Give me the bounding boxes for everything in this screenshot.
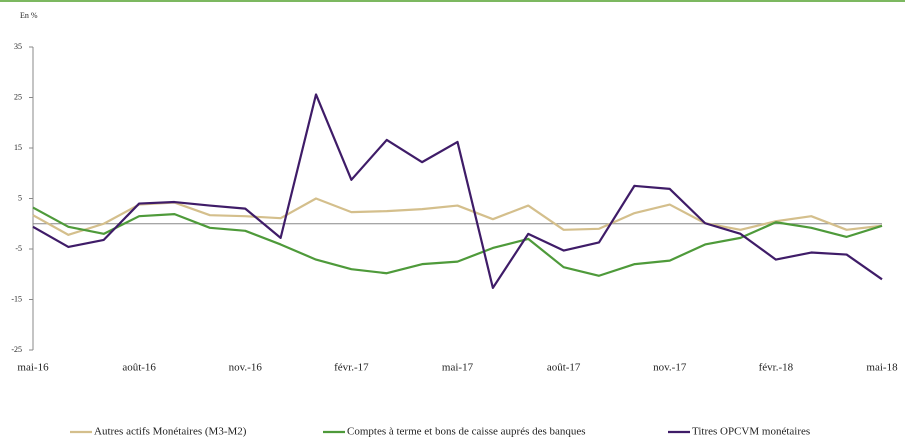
legend-label: Autres actifs Monétaires (M3-M2) bbox=[94, 426, 247, 438]
y-tick-label: 25 bbox=[14, 92, 22, 101]
y-tick-label: 5 bbox=[18, 193, 22, 202]
x-tick-label: févr.-18 bbox=[759, 362, 794, 374]
y-tick-label: -15 bbox=[11, 294, 22, 303]
legend-label: Comptes à terme et bons de caisse auprés… bbox=[347, 426, 586, 438]
x-tick-label: mai-18 bbox=[866, 362, 898, 374]
series-line bbox=[32, 197, 883, 236]
x-tick-label: mai-16 bbox=[17, 362, 49, 374]
y-tick-label: 35 bbox=[14, 42, 22, 51]
x-tick-label: nov.-16 bbox=[229, 362, 263, 374]
legend-label: Titres OPCVM monétaires bbox=[692, 426, 810, 438]
y-tick-label: 15 bbox=[14, 143, 22, 152]
y-tick-label: -5 bbox=[15, 244, 22, 253]
y-tick-label: -25 bbox=[11, 345, 22, 354]
x-tick-label: nov.-17 bbox=[653, 362, 687, 374]
x-tick-label: mai-17 bbox=[442, 362, 474, 374]
x-tick-label: août-17 bbox=[547, 362, 581, 374]
series-line bbox=[32, 93, 883, 289]
x-tick-label: août-16 bbox=[122, 362, 156, 374]
series-line bbox=[32, 206, 883, 277]
y-axis-label: En % bbox=[20, 11, 38, 20]
x-tick-label: févr.-17 bbox=[334, 362, 369, 374]
